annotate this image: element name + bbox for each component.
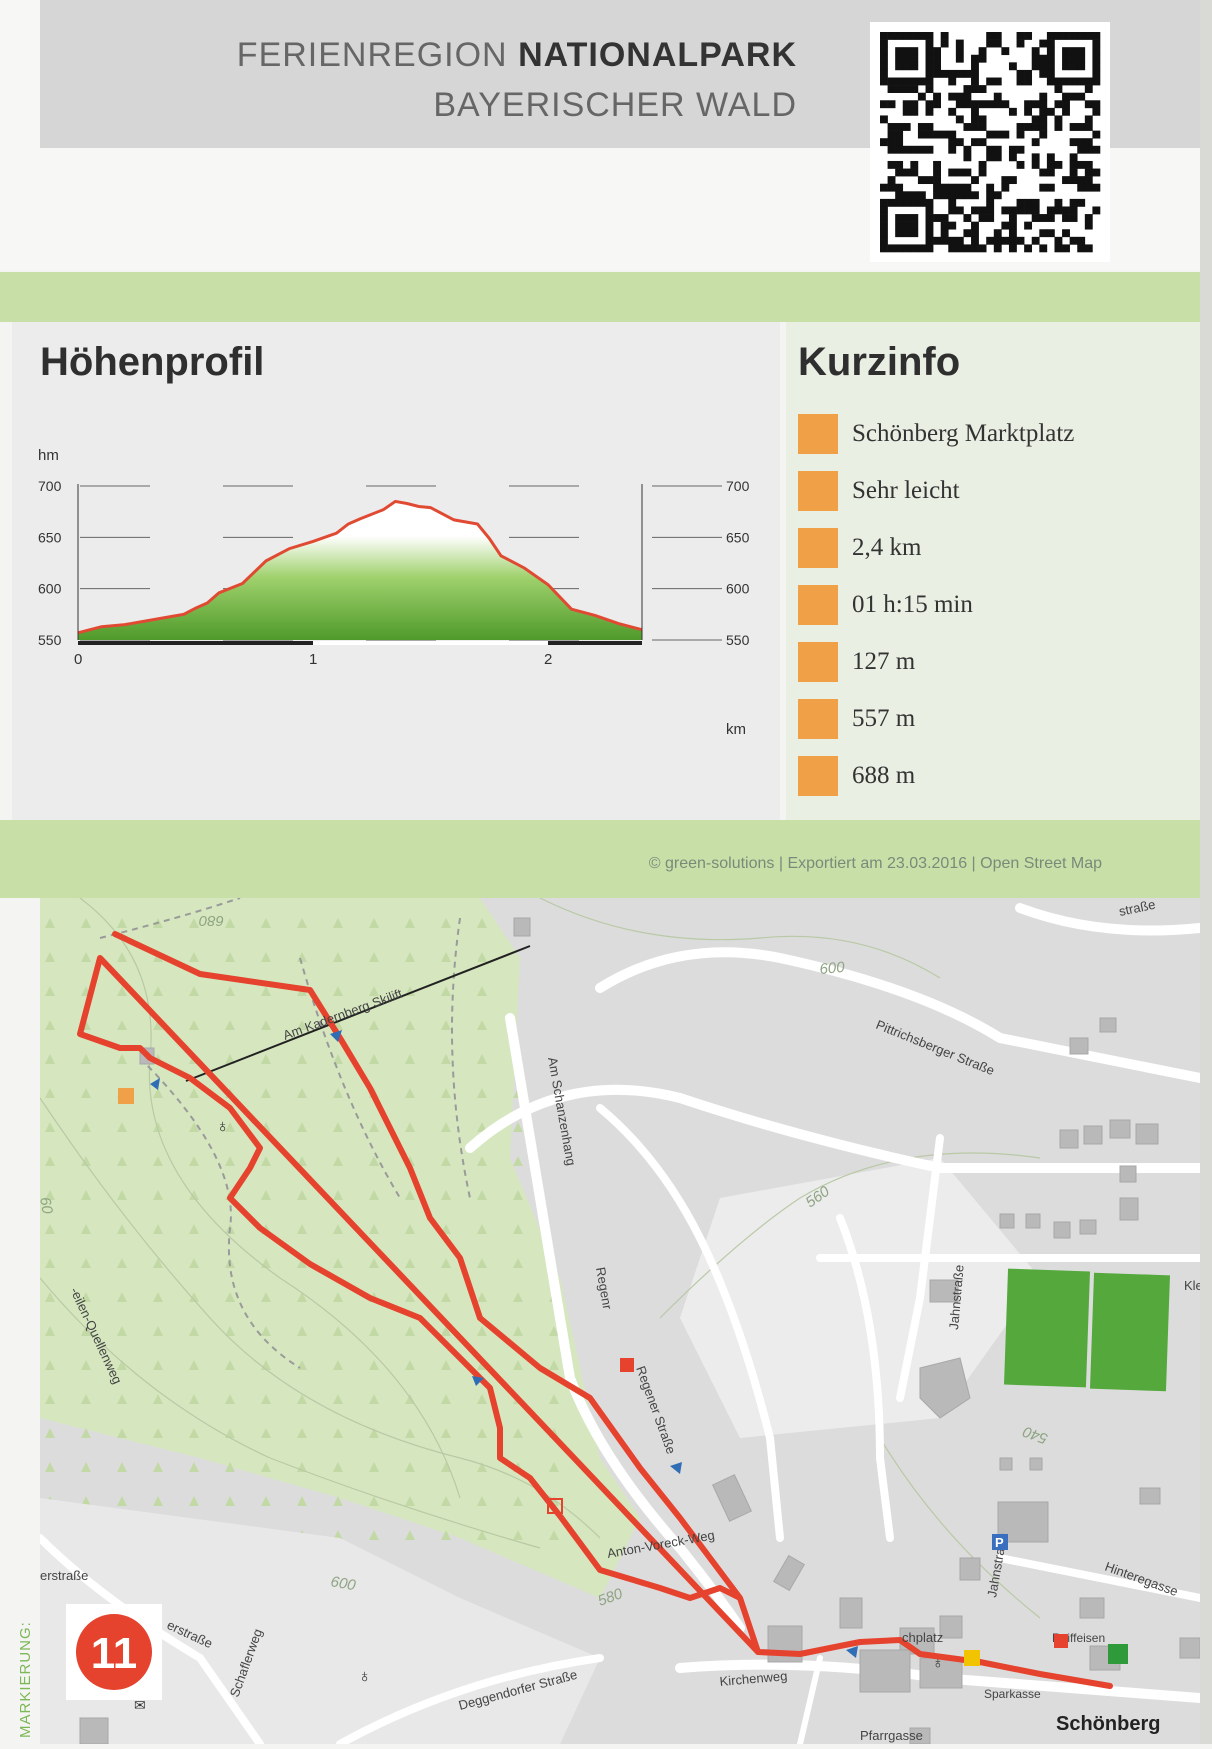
kurzinfo-text: Sehr leicht xyxy=(852,477,960,504)
elevation-chart: 550 550 600 600 650 650 700 700 0 1 2 hm km xyxy=(30,440,770,750)
elevation-line xyxy=(77,499,643,635)
qr-code-icon[interactable] xyxy=(870,22,1110,262)
sports-field-2 xyxy=(1089,1272,1171,1392)
difficulty-icon xyxy=(798,471,838,511)
church-icon-2: ♁ xyxy=(932,1655,944,1672)
kurzinfo-text: 127 m xyxy=(852,648,916,675)
x-tick-label: 1 xyxy=(309,651,317,668)
street-label-kirchenweg: Kirchenweg xyxy=(719,1668,788,1689)
credits-text: © green-solutions | Exportiert am 23.03.… xyxy=(648,855,1102,872)
y-tick-label-left: 650 xyxy=(38,529,62,545)
contour-label-7: 60 xyxy=(40,1196,56,1216)
kurzinfo-text: 2,4 km xyxy=(852,534,922,561)
skilift-line xyxy=(185,945,531,1082)
street-label-jahn: Jahnstraße xyxy=(946,1264,967,1330)
mail-icon: ✉ xyxy=(134,1697,146,1713)
kurzinfo-row: 2,4 km xyxy=(798,528,1198,576)
cemetery-icon: ♁ xyxy=(216,1116,230,1136)
parking-icon[interactable] xyxy=(992,1534,1008,1550)
markierung-label: MARKIERUNG: xyxy=(10,1500,38,1740)
pedestrian-icon[interactable] xyxy=(1108,1644,1128,1664)
bus-stop-icon[interactable] xyxy=(964,1650,980,1666)
y-tick-label-left: 700 xyxy=(38,478,62,494)
roads xyxy=(36,903,1205,1748)
distance-icon xyxy=(798,528,838,568)
buildings xyxy=(79,917,1201,1745)
street-label-pfarrgasse: Pfarrgasse xyxy=(860,1728,923,1743)
street-label-kle: Kle xyxy=(1184,1278,1200,1293)
kurzinfo-panel xyxy=(786,322,1212,820)
bank-label-sparkasse: Sparkasse xyxy=(984,1687,1041,1701)
kurzinfo-row: 01 h:15 min xyxy=(798,585,1198,633)
brand-light: FERIENREGION xyxy=(236,36,508,74)
x-axis-label: km xyxy=(726,721,746,738)
contour-label-2: 600 xyxy=(819,959,846,978)
profile-title: Höhenprofil xyxy=(40,340,265,384)
ascent-icon xyxy=(798,642,838,682)
y-tick-label-right: 700 xyxy=(726,478,750,494)
y-tick-label-right: 650 xyxy=(726,529,750,545)
highest-point-icon xyxy=(798,756,838,796)
waypoint-icon[interactable] xyxy=(547,1498,563,1514)
kurzinfo-row: 557 m xyxy=(798,699,1198,747)
sports-field-1 xyxy=(1004,1268,1090,1388)
church-icon: ♁ xyxy=(358,1666,372,1686)
brand-line2: BAYERISCHER WALD xyxy=(433,86,797,124)
y-tick-label-left: 600 xyxy=(38,581,62,597)
y-tick-label-right: 550 xyxy=(726,632,750,648)
restaurant-icon-2[interactable] xyxy=(1054,1634,1068,1648)
route-map[interactable]: Am Kadernberg Skilift Pittrichsberger St… xyxy=(36,897,1205,1748)
kurzinfo-text: Schönberg Marktplatz xyxy=(852,420,1075,447)
town-label: Schönberg xyxy=(1056,1713,1160,1735)
kurzinfo-text: 01 h:15 min xyxy=(852,591,973,618)
route-number-badge: 11 xyxy=(66,1604,162,1700)
x-tick-label: 0 xyxy=(74,651,82,668)
y-tick-label-right: 600 xyxy=(726,581,750,597)
start-point-icon xyxy=(798,414,838,454)
street-label-straße-top: straße xyxy=(1118,898,1157,919)
contour-label-1: 680 xyxy=(198,912,224,929)
direction-arrows xyxy=(150,1030,858,1658)
green-band xyxy=(0,272,1212,322)
contour-label-5: 600 xyxy=(329,1573,357,1594)
chart-axes: 550 550 600 600 650 650 700 700 0 1 2 xyxy=(38,478,750,668)
duration-icon xyxy=(798,585,838,625)
x-tick-label: 2 xyxy=(544,651,552,668)
markierung-text: MARKIERUNG: xyxy=(17,1621,34,1738)
brand-title: FERIENREGION NATIONALPARK BAYERISCHER WA… xyxy=(237,30,797,130)
start-icon[interactable] xyxy=(118,1088,134,1104)
brand-bold: NATIONALPARK xyxy=(518,36,797,74)
parking-icon-glyph: P xyxy=(995,1535,1004,1550)
lowest-point-icon xyxy=(798,699,838,739)
kurzinfo-text: 557 m xyxy=(852,705,916,732)
kurzinfo-row: 127 m xyxy=(798,642,1198,690)
street-label-regen: Regenr xyxy=(593,1266,615,1311)
route-number: 11 xyxy=(91,1629,138,1678)
hiking-route xyxy=(77,931,1113,1689)
y-axis-label: hm xyxy=(38,447,59,464)
kurzinfo-row: 688 m xyxy=(798,756,1198,804)
kurzinfo-row: Sehr leicht xyxy=(798,471,1198,519)
street-label-left: erstraße xyxy=(40,1568,88,1583)
kurzinfo-row: Schönberg Marktplatz xyxy=(798,414,1198,462)
light-area-2 xyxy=(40,1498,600,1744)
kurzinfo-text: 688 m xyxy=(852,762,916,789)
page-edge xyxy=(1200,0,1212,1744)
forest-area xyxy=(40,898,640,1598)
y-tick-label-left: 550 xyxy=(38,632,62,648)
kurzinfo-title: Kurzinfo xyxy=(798,340,961,384)
credits-band xyxy=(0,820,1212,898)
street-label-marktplatz: chplatz xyxy=(902,1630,943,1645)
elevation-area xyxy=(78,501,642,640)
restaurant-icon[interactable] xyxy=(620,1358,634,1372)
